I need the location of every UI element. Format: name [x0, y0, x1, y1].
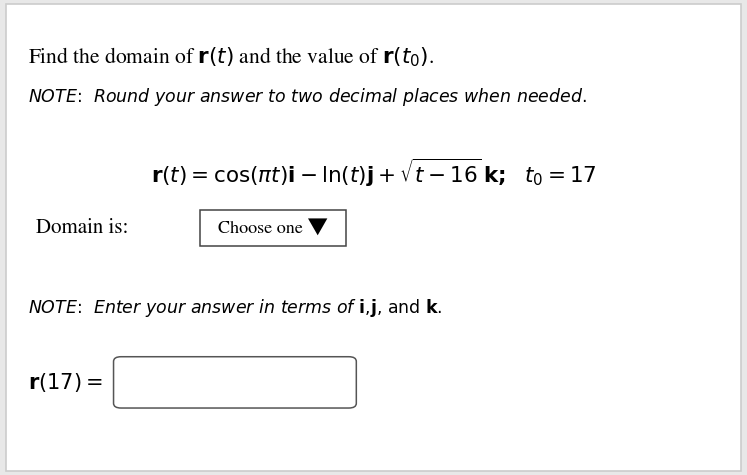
Text: $\mathbf{r}(t) = \mathrm{cos}(\pi t)\mathbf{i} - \mathrm{ln}(t)\mathbf{j} + \sqr: $\mathbf{r}(t) = \mathrm{cos}(\pi t)\mat…	[151, 157, 596, 189]
Text: $\mathbf{r}(17) =$: $\mathbf{r}(17) =$	[28, 371, 103, 394]
FancyBboxPatch shape	[114, 357, 356, 408]
Text: Find the domain of $\mathbf{r}(t)$ and the value of $\mathbf{r}(t_0)$.: Find the domain of $\mathbf{r}(t)$ and t…	[28, 45, 434, 69]
Text: Domain is:: Domain is:	[36, 218, 128, 238]
Text: $\mathit{NOTE}$:  $\mathit{Round\ your\ answer\ to\ two\ decimal\ places\ when\ : $\mathit{NOTE}$: $\mathit{Round\ your\ a…	[28, 86, 587, 107]
Text: Choose one ▼: Choose one ▼	[218, 219, 328, 237]
FancyBboxPatch shape	[200, 210, 346, 246]
Text: $\mathit{NOTE}$:  $\mathit{Enter\ your\ answer\ in\ terms\ of}$ $\mathit{\mathbf: $\mathit{NOTE}$: $\mathit{Enter\ your\ a…	[28, 297, 443, 319]
FancyBboxPatch shape	[6, 4, 741, 471]
